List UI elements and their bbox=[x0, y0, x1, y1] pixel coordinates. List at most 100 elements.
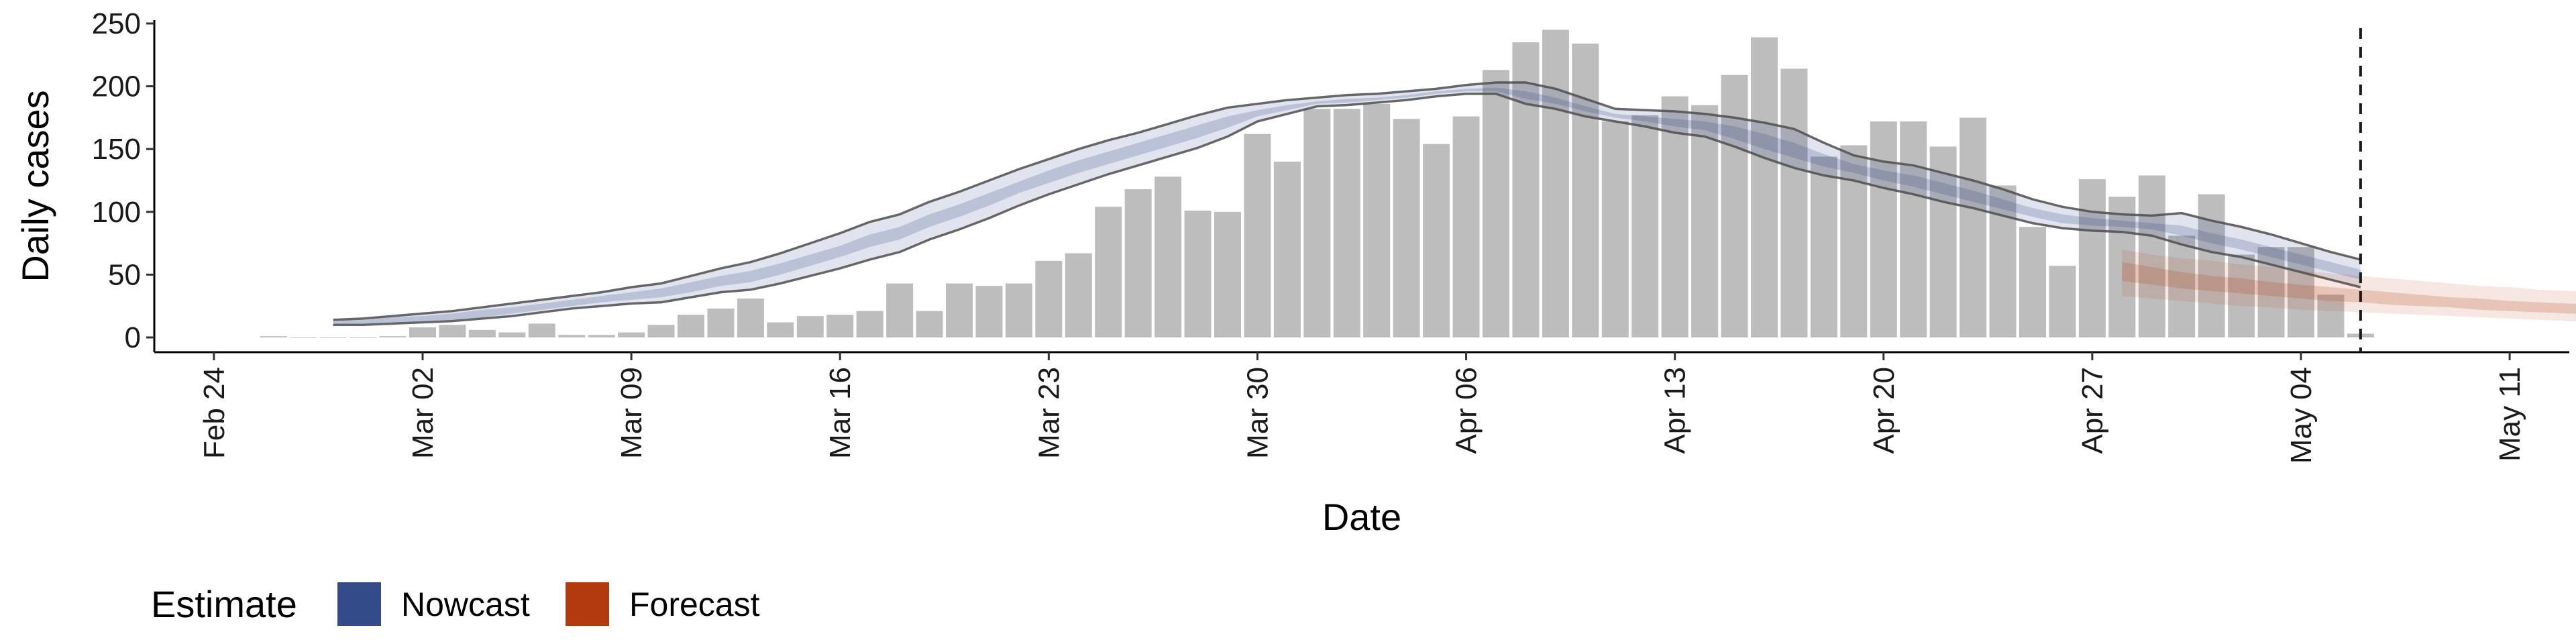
case-bar bbox=[1870, 121, 1897, 337]
x-tick-label: Mar 16 bbox=[824, 367, 857, 459]
case-bar bbox=[1601, 121, 1629, 337]
case-bar bbox=[2108, 197, 2136, 337]
case-bar bbox=[2019, 227, 2046, 337]
y-tick-label: 150 bbox=[92, 133, 141, 166]
case-bar bbox=[1572, 43, 1599, 337]
case-bar bbox=[707, 308, 735, 337]
case-bar bbox=[379, 336, 407, 337]
x-axis-title: Date bbox=[1322, 496, 1401, 538]
case-bar bbox=[1900, 121, 1927, 337]
x-tick-label: Mar 09 bbox=[615, 367, 648, 459]
case-bar bbox=[528, 323, 555, 337]
estimate-ribbons bbox=[333, 81, 2576, 327]
case-bar bbox=[409, 327, 436, 337]
case-bar bbox=[618, 332, 645, 337]
case-bar bbox=[350, 337, 377, 338]
x-tick-label: May 11 bbox=[2493, 367, 2526, 462]
y-tick-label: 0 bbox=[125, 321, 141, 354]
case-bar bbox=[1452, 116, 1480, 337]
case-bar bbox=[2049, 266, 2076, 337]
case-bar bbox=[1483, 70, 1509, 337]
case-bar bbox=[1542, 30, 1569, 338]
case-bar bbox=[1363, 103, 1391, 337]
case-bar bbox=[1244, 133, 1271, 338]
cases-bars bbox=[260, 30, 2374, 338]
case-bar bbox=[1960, 117, 1987, 337]
case-bar bbox=[1184, 210, 1212, 337]
forecast-inner-ribbon bbox=[2122, 262, 2576, 314]
x-tick-label: Apr 20 bbox=[1868, 367, 1900, 454]
case-bar bbox=[767, 322, 794, 337]
case-bar bbox=[1095, 207, 1122, 337]
case-bar bbox=[1005, 283, 1032, 337]
x-tick-label: Feb 24 bbox=[198, 367, 231, 459]
case-bar bbox=[916, 311, 943, 337]
case-bar bbox=[1155, 176, 1182, 337]
case-bar bbox=[1631, 115, 1659, 337]
case-bar bbox=[647, 325, 675, 337]
forecast-outer-ribbon bbox=[2122, 249, 2576, 322]
case-bar bbox=[1840, 145, 1868, 337]
y-axis-title: Daily cases bbox=[14, 90, 56, 282]
case-bar bbox=[826, 315, 854, 337]
nowcast-lower-line bbox=[333, 93, 2361, 327]
case-bar bbox=[2317, 294, 2345, 337]
case-bar bbox=[2228, 254, 2255, 337]
case-bar bbox=[1333, 109, 1360, 338]
case-bar bbox=[1780, 68, 1808, 337]
case-bar bbox=[946, 283, 973, 337]
case-bar bbox=[319, 337, 347, 338]
case-bar bbox=[468, 329, 496, 337]
case-bar bbox=[2288, 247, 2314, 337]
case-bar bbox=[290, 337, 317, 338]
case-bar bbox=[1065, 253, 1092, 337]
y-tick-label: 250 bbox=[92, 7, 141, 40]
case-bar bbox=[1691, 105, 1719, 337]
case-bar bbox=[1751, 37, 1778, 338]
x-tick-label: Mar 23 bbox=[1032, 367, 1065, 459]
x-tick-label: Apr 13 bbox=[1659, 367, 1692, 454]
x-tick-label: Mar 02 bbox=[407, 367, 439, 459]
x-tick-label: Apr 27 bbox=[2076, 367, 2109, 454]
case-bar bbox=[558, 335, 586, 337]
case-bar bbox=[975, 286, 1003, 337]
legend-title: Estimate bbox=[151, 583, 297, 625]
case-bar bbox=[1423, 144, 1450, 337]
case-bar bbox=[498, 332, 526, 337]
legend-key-forecast bbox=[566, 582, 609, 626]
case-bar bbox=[856, 311, 883, 337]
x-tick-label: Mar 30 bbox=[1241, 367, 1274, 459]
nowcast-outer-ribbon bbox=[333, 82, 2361, 325]
case-bar bbox=[439, 325, 466, 337]
case-bar bbox=[678, 315, 704, 337]
case-bar bbox=[1721, 74, 1748, 337]
case-bar bbox=[1214, 211, 1241, 337]
nowcast-upper-line bbox=[333, 81, 2361, 321]
legend-label-nowcast: Nowcast bbox=[401, 586, 530, 623]
case-bar bbox=[2078, 179, 2106, 337]
case-bar bbox=[737, 298, 764, 337]
x-tick-label: May 04 bbox=[2285, 367, 2318, 464]
case-bar bbox=[2138, 175, 2165, 337]
y-tick-label: 100 bbox=[92, 196, 141, 229]
case-bar bbox=[1512, 42, 1540, 337]
case-bar bbox=[1273, 161, 1301, 338]
case-bar bbox=[1124, 189, 1152, 337]
x-tick-label: Apr 06 bbox=[1450, 367, 1483, 454]
legend-key-nowcast bbox=[337, 582, 381, 626]
case-bar bbox=[1810, 156, 1837, 337]
legend-label-forecast: Forecast bbox=[629, 586, 760, 623]
case-bar bbox=[1393, 119, 1420, 337]
y-tick-label: 50 bbox=[108, 258, 141, 291]
case-bar bbox=[588, 335, 615, 337]
case-bar bbox=[1035, 260, 1063, 337]
case-bar bbox=[260, 336, 287, 337]
case-bar bbox=[2168, 235, 2196, 337]
case-bar bbox=[1303, 109, 1331, 338]
legend: Estimate Nowcast Forecast bbox=[151, 582, 760, 626]
y-tick-label: 200 bbox=[92, 70, 141, 103]
case-bar bbox=[1929, 146, 1957, 337]
case-bar bbox=[1989, 185, 2017, 337]
case-bar bbox=[796, 316, 824, 337]
